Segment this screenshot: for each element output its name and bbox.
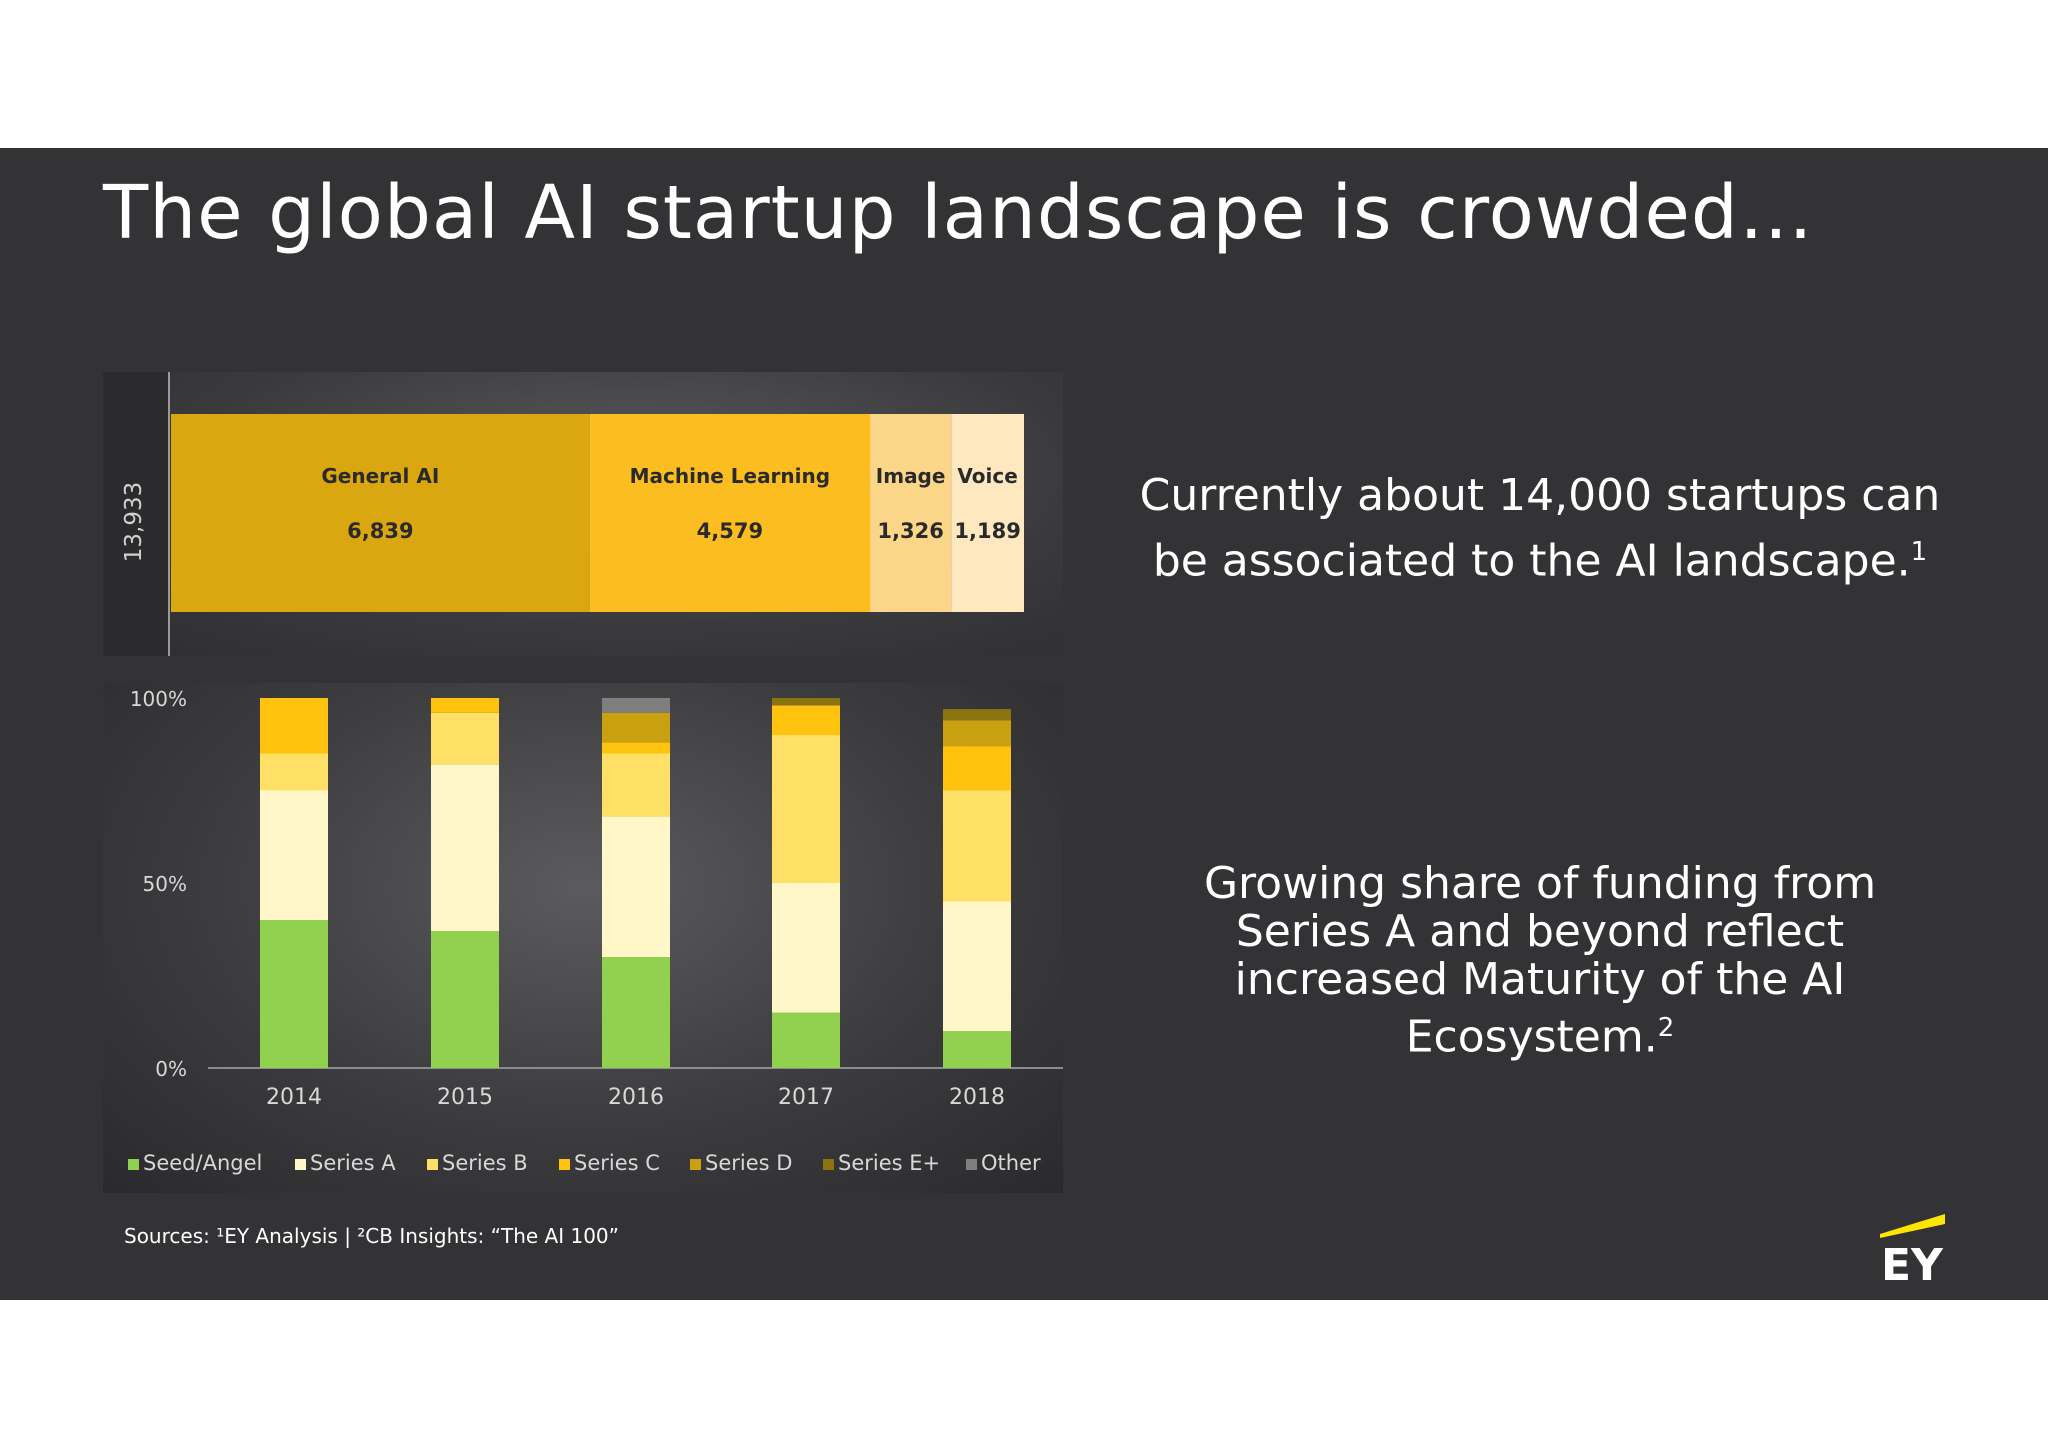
x-tick-label: 2017 [778,1085,834,1110]
bar-segment [602,816,670,957]
callout-1-line1: Currently about 14,000 startups can [1139,470,1941,521]
legend-swatch [295,1159,306,1170]
bar-segment [772,1012,840,1068]
segment-value-label: 1,189 [954,519,1020,543]
bar-segment [943,746,1011,791]
callout-1-line2: be associated to the AI landscape. [1152,535,1911,587]
legend-item: Series D [690,1151,792,1175]
callout-startups: Currently about 14,000 startups can be a… [1080,468,2000,590]
legend-item: Seed/Angel [128,1151,262,1175]
x-tick-label: 2014 [266,1085,322,1110]
segment-category-label: General AI [321,464,439,488]
bar-segment [772,735,840,883]
funding-stacked-chart: 0% 50% 100% 2014 2015 2016 2017 2018 Seed/Angel S… [128,687,1063,1175]
legend-swatch [427,1159,438,1170]
footnote-ref-1: 1 [1910,537,1928,567]
bar-segment [431,698,499,713]
legend-label: Seed/Angel [143,1151,262,1175]
landscape-segment [870,414,952,612]
sources-footnote: Sources: ¹EY Analysis | ²CB Insights: “T… [124,1224,620,1248]
y-tick-label: 100% [130,687,187,711]
bar-segment [602,753,670,817]
callout-2-line3: increased Maturity of the AI [1234,954,1846,1005]
segment-value-label: 6,839 [347,519,413,543]
legend-item: Series A [295,1151,396,1175]
ey-logo-text: EY [1881,1240,1944,1288]
footnote-ref-2: 2 [1657,1013,1675,1043]
legend-swatch [690,1159,701,1170]
segment-category-label: Voice [957,464,1017,488]
callout-2-line1: Growing share of funding from [1203,858,1877,909]
bar-segment [943,720,1011,747]
x-tick-label: 2015 [437,1085,493,1110]
landscape-bar-chart: 13,933 General AI 6,839 Machine Learning 4,5… [103,372,1024,656]
landscape-segment [951,414,1024,612]
legend-swatch [823,1159,834,1170]
bar-segment [602,742,670,754]
landscape-segment [171,414,590,612]
bar-segment [602,712,670,743]
bar-segment [431,712,499,765]
y-tick-label: 0% [155,1057,187,1081]
bar-segment [772,705,840,735]
legend-label: Series B [442,1151,528,1175]
bar-segment [943,901,1011,1031]
callout-2-line2: Series A and beyond reflect [1235,906,1845,957]
ey-logo-beam [1880,1214,1945,1238]
legend-item: Series C [559,1151,660,1175]
segment-category-label: Image [876,464,946,488]
slide-title: The global AI startup landscape is crowd… [103,170,1814,256]
bar-segment [943,790,1011,902]
bar-segment [260,698,328,754]
landscape-chart-panel: 13,933 General AI 6,839 Machine Learning 4,5… [103,372,1063,656]
bar-segment [431,764,499,932]
total-label: 13,933 [121,482,147,562]
segment-category-label: Machine Learning [630,464,830,488]
bar-segment [260,920,328,1068]
legend-swatch [128,1159,139,1170]
callout-funding: Growing share of funding from Series A a… [1110,860,1970,1062]
total-strip [103,372,169,656]
bar-segment [772,883,840,1013]
bar-segment [260,753,328,791]
legend-swatch [966,1159,977,1170]
y-tick-label: 50% [143,872,187,896]
bar-segment [772,698,840,706]
landscape-segment [589,414,871,612]
bar-segment [943,1031,1011,1068]
x-tick-label: 2018 [949,1085,1005,1110]
segment-value-label: 4,579 [697,519,763,543]
legend-item: Series E+ [823,1151,940,1175]
bar-segment [431,931,499,1068]
legend-label: Series A [310,1151,396,1175]
bar-segment [602,957,670,1068]
legend-label: Other [981,1151,1041,1175]
x-tick-label: 2016 [608,1085,664,1110]
ey-logo: EY [1880,1214,1945,1288]
segment-value-label: 1,326 [877,519,943,543]
legend-label: Series C [574,1151,660,1175]
legend-swatch [559,1159,570,1170]
funding-chart-panel: 0% 50% 100% 2014 2015 2016 2017 2018 Seed/Angel S… [103,683,1063,1193]
legend-item: Series B [427,1151,528,1175]
bar-segment [260,790,328,920]
legend-label: Series E+ [838,1151,940,1175]
callout-2-line4: Ecosystem. [1405,1011,1658,1063]
legend-label: Series D [705,1151,792,1175]
bar-segment [602,698,670,713]
legend-item: Other [966,1151,1041,1175]
bar-segment [943,709,1011,721]
slide: The global AI startup landscape is crowd… [0,148,2048,1300]
